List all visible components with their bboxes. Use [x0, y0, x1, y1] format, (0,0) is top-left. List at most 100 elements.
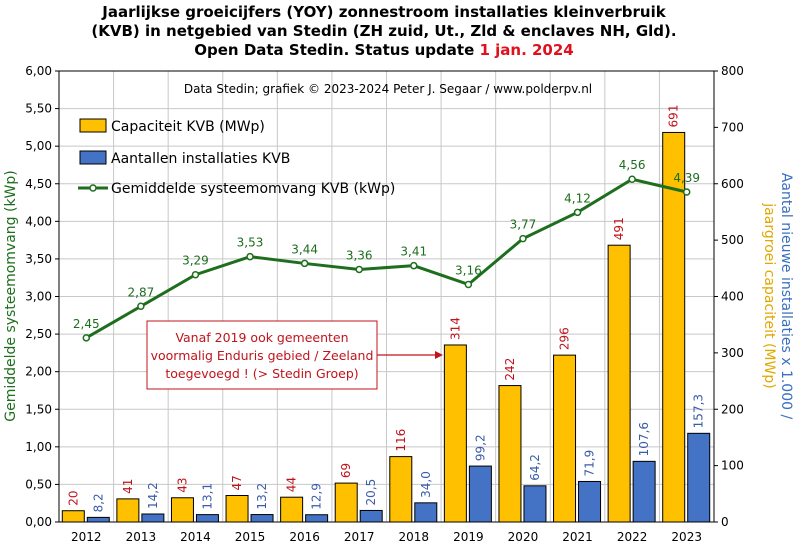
bar-installations — [632, 460, 656, 523]
x-tick-label: 2022 — [617, 530, 648, 544]
right-tick-label: 200 — [721, 402, 744, 416]
bar-installations-label: 13,1 — [200, 483, 214, 510]
right-tick-label: 300 — [721, 346, 744, 360]
bar-installations — [359, 509, 383, 523]
bar-capacity-label: 314 — [448, 317, 462, 340]
legend-swatch-average-point — [89, 184, 97, 192]
right-axis-label: Aantal nieuwe installaties x 1.000 / — [778, 173, 794, 420]
right-tick-label: 500 — [721, 233, 744, 247]
line-average-point — [191, 270, 200, 279]
x-tick-label: 2018 — [399, 530, 430, 544]
right-tick-label: 400 — [721, 290, 744, 304]
bar-installations-label: 71,9 — [583, 450, 597, 477]
bar-installations — [414, 502, 438, 523]
x-tick-label: 2023 — [671, 530, 702, 544]
bar-capacity-label: 20 — [66, 490, 80, 505]
title-line-1: Jaarlijkse groeicijfers (YOY) zonnestroo… — [101, 3, 666, 21]
bar-capacity — [553, 354, 577, 523]
bar-installations — [523, 485, 547, 523]
bar-installations — [687, 432, 711, 523]
left-tick-label: 0,50 — [25, 477, 52, 491]
title-line-2: (KVB) in netgebied van Stedin (ZH zuid, … — [91, 22, 676, 40]
line-average-label: 2,45 — [73, 317, 100, 331]
left-tick-label: 5,50 — [25, 102, 52, 116]
bar-capacity-label: 116 — [394, 429, 408, 452]
legend-swatch-capacity — [79, 118, 107, 133]
left-axis-label: Gemiddelde systeemomvang (kWp) — [3, 170, 19, 421]
line-average-point — [246, 252, 254, 261]
right-tick-label: 100 — [721, 459, 744, 473]
left-tick-label: 6,00 — [25, 64, 52, 78]
bar-capacity-label: 491 — [612, 217, 626, 240]
bar-installations-label: 13,2 — [255, 483, 269, 510]
x-tick-label: 2019 — [453, 530, 484, 544]
title-line-3: Open Data Stedin. Status update 1 jan. 2… — [194, 41, 574, 59]
line-average-label: 3,29 — [182, 254, 209, 268]
left-tick-label: 3,00 — [25, 290, 52, 304]
left-tick-label: 2,00 — [25, 365, 52, 379]
bar-installations — [86, 516, 110, 523]
x-tick-label: 2016 — [289, 530, 320, 544]
bar-installations-label: 8,2 — [91, 493, 105, 512]
bar-capacity — [389, 456, 413, 523]
left-tick-label: 5,00 — [25, 139, 52, 153]
bar-installations — [250, 514, 274, 523]
bar-capacity — [170, 497, 194, 523]
line-average-label: 3,16 — [455, 263, 482, 277]
line-average-point — [300, 259, 309, 268]
line-average-point — [519, 234, 527, 243]
legend-label-average: Gemiddelde systeemomvang KVB (kWp) — [111, 181, 395, 197]
left-tick-label: 4,50 — [25, 177, 52, 191]
bar-capacity — [225, 495, 249, 523]
bar-installations — [468, 465, 492, 523]
legend-label-installations: Aantallen installaties KVB — [111, 151, 290, 167]
bar-capacity — [116, 498, 140, 523]
left-tick-label: 1,50 — [25, 402, 52, 416]
left-tick-label: 4,00 — [25, 214, 52, 228]
bar-installations-label: 34,0 — [419, 471, 433, 498]
line-average-label: 4,39 — [673, 171, 700, 185]
bar-installations-label: 14,2 — [146, 482, 160, 509]
x-tick-label: 2017 — [344, 530, 375, 544]
line-average-point — [682, 188, 691, 196]
annotation-line-2: voormalig Enduris gebied / Zeeland — [151, 348, 374, 363]
bar-capacity — [607, 244, 631, 523]
line-average-label: 3,77 — [510, 218, 537, 232]
data-labels: 20 8,2 41 14,2 43 13,1 47 13,2 44 12,9 69 20,5 116 34… — [66, 105, 705, 513]
line-average-point — [410, 261, 418, 270]
annotation-box — [146, 320, 378, 390]
line-average-point — [628, 175, 636, 183]
bar-installations — [141, 513, 165, 523]
bar-installations-label: 157,3 — [692, 394, 706, 428]
line-average-label: 2,87 — [128, 285, 155, 299]
bar-capacity-label: 47 — [230, 475, 244, 490]
bar-capacity-label: 691 — [667, 105, 681, 128]
right-tick-label: 600 — [721, 177, 744, 191]
line-average-point — [82, 334, 91, 342]
bar-capacity-label: 43 — [175, 477, 189, 492]
left-tick-label: 3,50 — [25, 252, 52, 266]
bar-installations — [578, 480, 602, 523]
x-tick-label: 2013 — [126, 530, 157, 544]
bar-capacity-label: 69 — [339, 463, 353, 478]
annotation-line-3: toegevoegd ! (> Stedin Groep) — [165, 366, 358, 381]
line-series — [82, 175, 691, 342]
right-tick-label: 700 — [721, 120, 744, 134]
bar-capacity-label: 41 — [121, 479, 135, 494]
bar-capacity-label: 44 — [285, 477, 299, 492]
line-average-label: 3,44 — [291, 242, 318, 256]
line-average-label: 3,41 — [400, 245, 427, 259]
legend: Capaciteit KVB (MWp) Aantallen installati… — [78, 118, 395, 197]
line-average-point — [137, 302, 145, 311]
chart-title: Jaarlijkse groeicijfers (YOY) zonnestroo… — [91, 3, 676, 59]
right-axis-label-part-1: Aantal nieuwe installaties x 1.000 / — [778, 173, 794, 420]
legend-swatch-installations — [79, 150, 107, 165]
bar-installations-label: 107,6 — [637, 422, 651, 456]
title-line-3-main: Open Data Stedin. Status update — [194, 41, 479, 59]
bar-installations — [305, 514, 329, 523]
line-average-label: 4,12 — [564, 191, 591, 205]
line-average-size — [85, 177, 688, 340]
bar-capacity-label: 296 — [558, 327, 572, 350]
x-tick-label: 2015 — [235, 530, 266, 544]
